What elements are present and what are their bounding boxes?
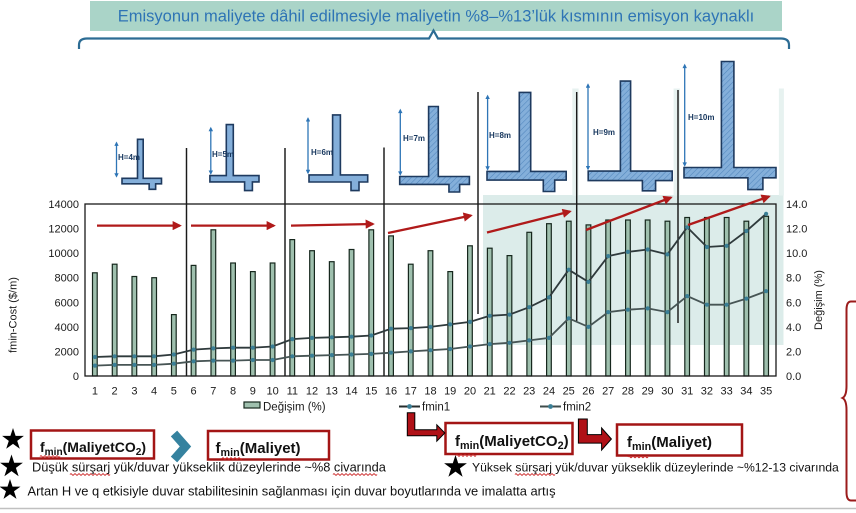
svg-text:H=4m: H=4m [118, 153, 140, 162]
svg-text:20: 20 [464, 386, 476, 398]
svg-text:33: 33 [720, 386, 732, 398]
svg-text:14000: 14000 [48, 199, 79, 211]
svg-text:2000: 2000 [55, 346, 79, 358]
svg-text:10.0: 10.0 [786, 248, 807, 260]
svg-text:Emisyonun maliyete dâhil edilm: Emisyonun maliyete dâhil edilmesiyle mal… [118, 8, 754, 26]
svg-text:fmin(MaliyetCO2): fmin(MaliyetCO2) [455, 433, 569, 452]
svg-text:7: 7 [210, 386, 216, 398]
svg-text:2: 2 [112, 386, 118, 398]
svg-text:25: 25 [563, 386, 575, 398]
svg-text:21: 21 [484, 386, 496, 398]
svg-text:fmin2: fmin2 [563, 402, 591, 414]
svg-text:Değişim (%): Değişim (%) [263, 402, 326, 414]
svg-text:8.0: 8.0 [786, 273, 801, 285]
svg-text:12.0: 12.0 [786, 224, 807, 236]
svg-text:16: 16 [385, 386, 397, 398]
svg-text:H=5m: H=5m [212, 150, 234, 159]
svg-text:8: 8 [230, 386, 236, 398]
svg-text:10000: 10000 [48, 248, 79, 260]
svg-text:9: 9 [250, 386, 256, 398]
svg-text:11: 11 [287, 386, 298, 398]
svg-text:1: 1 [92, 386, 98, 398]
svg-text:0.0: 0.0 [786, 371, 801, 383]
svg-text:4.0: 4.0 [786, 322, 801, 334]
svg-text:fmin-Cost ($/m): fmin-Cost ($/m) [8, 277, 20, 353]
svg-text:30: 30 [661, 386, 673, 398]
svg-text:2.0: 2.0 [786, 346, 801, 358]
svg-text:10: 10 [266, 386, 278, 398]
svg-text:H=6m: H=6m [311, 148, 333, 157]
svg-text:35: 35 [760, 386, 772, 398]
svg-text:6: 6 [191, 386, 197, 398]
svg-text:22: 22 [503, 386, 515, 398]
svg-text:29: 29 [642, 386, 654, 398]
svg-text:4000: 4000 [55, 322, 79, 334]
svg-text:32: 32 [701, 386, 713, 398]
svg-text:24: 24 [543, 386, 555, 398]
svg-text:H=9m: H=9m [593, 128, 615, 137]
svg-text:3: 3 [131, 386, 137, 398]
svg-text:28: 28 [622, 386, 634, 398]
svg-text:5: 5 [171, 386, 177, 398]
svg-text:Yüksek sürşarj yük/duvar yükse: Yüksek sürşarj yük/duvar yükseklik düzey… [472, 461, 839, 475]
svg-text:23: 23 [523, 386, 535, 398]
svg-text:fmin1: fmin1 [422, 402, 450, 414]
svg-text:fmin(MaliyetCO2): fmin(MaliyetCO2) [40, 439, 146, 458]
svg-text:18: 18 [424, 386, 436, 398]
svg-text:H=8m: H=8m [489, 131, 511, 140]
svg-text:19: 19 [444, 386, 456, 398]
svg-text:0: 0 [73, 371, 79, 383]
svg-text:6.0: 6.0 [786, 297, 801, 309]
svg-text:26: 26 [582, 386, 594, 398]
svg-text:6000: 6000 [55, 297, 79, 309]
svg-text:H=10m: H=10m [688, 113, 714, 122]
svg-text:Düşük sürşarj yük/duvar yüksek: Düşük sürşarj yük/duvar yükseklik düzeyl… [32, 460, 387, 475]
svg-text:14.0: 14.0 [786, 199, 807, 211]
svg-text:15: 15 [365, 386, 377, 398]
svg-text:Artan H ve q etkisiyle duvar s: Artan H ve q etkisiyle duvar stabilitesi… [28, 484, 556, 499]
svg-text:12: 12 [306, 386, 318, 398]
svg-text:H=7m: H=7m [403, 134, 425, 143]
svg-text:12000: 12000 [48, 224, 79, 236]
svg-text:27: 27 [602, 386, 614, 398]
svg-text:Değişim (%): Değişim (%) [813, 270, 825, 330]
svg-text:8000: 8000 [55, 273, 79, 285]
svg-text:31: 31 [681, 386, 693, 398]
svg-text:17: 17 [405, 386, 417, 398]
svg-text:14: 14 [345, 386, 357, 398]
svg-text:13: 13 [326, 386, 338, 398]
svg-text:34: 34 [740, 386, 752, 398]
svg-text:4: 4 [151, 386, 157, 398]
